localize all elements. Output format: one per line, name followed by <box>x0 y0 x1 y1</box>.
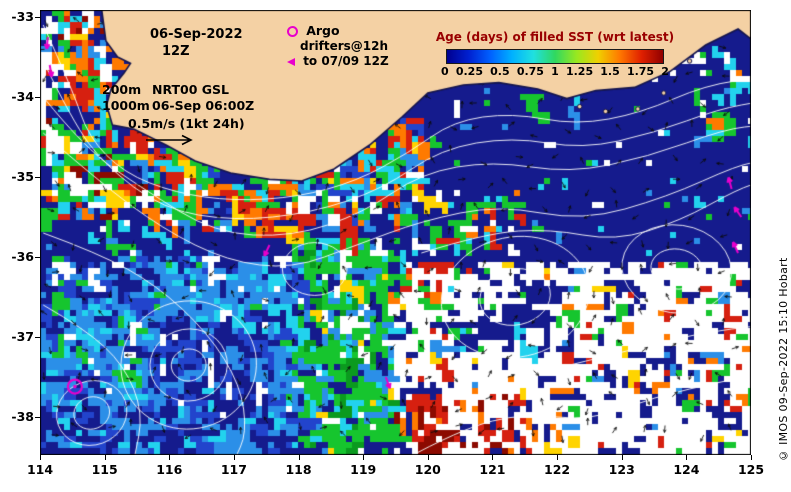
drifters-line2: to 07/09 12Z <box>303 54 389 68</box>
y-tick-mark <box>35 337 40 338</box>
gsl-annotation: 200m NRT00 GSL 1000m 06-Sep 06:00Z 0.5m/… <box>102 82 254 150</box>
x-tick-mark <box>427 455 429 460</box>
x-tick-mark <box>298 455 300 460</box>
colorbar-tick-labels: 0 0.25 0.5 0.75 1 1.25 1.5 1.75 2 <box>430 65 680 78</box>
sst-map-canvas <box>40 10 751 455</box>
gsl-line1: NRT00 GSL <box>152 82 230 97</box>
x-tick-label: 118 <box>285 462 312 477</box>
y-tick-label: -37 <box>11 329 34 344</box>
x-tick-label: 125 <box>737 462 765 477</box>
y-tick-label: -35 <box>11 169 34 184</box>
x-tick-label: 119 <box>350 462 377 477</box>
colorbar-tick-label: 0.25 <box>455 65 483 78</box>
x-tick-label: 117 <box>220 462 247 477</box>
date-annotation: 06-Sep-2022 12Z <box>150 26 243 60</box>
colorbar-gradient <box>446 49 664 64</box>
x-tick-label: 116 <box>156 462 183 477</box>
x-tick-mark <box>169 455 171 460</box>
x-tick-mark <box>104 455 106 460</box>
x-tick-label: 114 <box>26 462 54 477</box>
y-tick-mark <box>35 417 40 418</box>
depth-1000m-label: 1000m <box>102 98 150 113</box>
colorbar-tick-label: 2 <box>661 65 669 78</box>
colorbar-tick-label: 0 <box>441 65 449 78</box>
y-tick-mark <box>35 17 40 18</box>
x-tick-mark <box>686 455 688 460</box>
x-tick-label: 120 <box>414 462 441 477</box>
x-tick-label: 123 <box>608 462 635 477</box>
x-tick-label: 122 <box>544 462 571 477</box>
colorbar-tick-label: 1.75 <box>626 65 655 78</box>
y-tick-mark <box>35 177 40 178</box>
y-tick-mark <box>35 97 40 98</box>
drifter-arrow-icon <box>287 57 295 66</box>
date-line1: 06-Sep-2022 <box>150 27 243 42</box>
y-tick-label: -36 <box>11 249 34 264</box>
depth-200m-label: 200m <box>102 82 142 97</box>
date-line2: 12Z <box>162 44 190 59</box>
x-tick-label: 115 <box>91 462 118 477</box>
colorbar-tick-label: 1 <box>551 65 559 78</box>
colorbar-tick-label: 0.75 <box>516 65 544 78</box>
x-tick-mark <box>621 455 623 460</box>
scale-arrow-icon <box>144 134 254 150</box>
colorbar-tick-label: 1.5 <box>600 65 620 78</box>
argo-label: Argo <box>306 23 340 38</box>
x-tick-mark <box>40 455 41 460</box>
y-tick-label: -33 <box>11 9 34 24</box>
x-tick-mark <box>492 455 494 460</box>
argo-drifter-key: Argo drifters@12h to 07/09 12Z <box>287 23 389 69</box>
argo-float-icon <box>287 26 298 37</box>
gsl-line2: 06-Sep 06:00Z <box>152 98 255 113</box>
x-tick-mark <box>363 455 365 460</box>
colorbar-title: Age (days) of filled SST (wrt latest) <box>435 30 675 44</box>
y-tick-label: -38 <box>11 409 34 424</box>
x-tick-label: 121 <box>479 462 506 477</box>
x-tick-mark <box>557 455 559 460</box>
y-tick-mark <box>35 257 40 258</box>
drifters-line1: drifters@12h <box>300 39 389 53</box>
x-tick-label: 124 <box>673 462 700 477</box>
y-tick-label: -34 <box>11 89 34 104</box>
copyright-text: © IMOS 09-Sep-2022 15:10 Hobart <box>777 257 790 462</box>
x-tick-mark <box>233 455 235 460</box>
x-tick-mark <box>750 455 752 460</box>
colorbar-tick-label: 0.5 <box>490 65 510 78</box>
scale-label: 0.5m/s (1kt 24h) <box>128 116 245 131</box>
colorbar-tick-label: 1.25 <box>565 65 594 78</box>
